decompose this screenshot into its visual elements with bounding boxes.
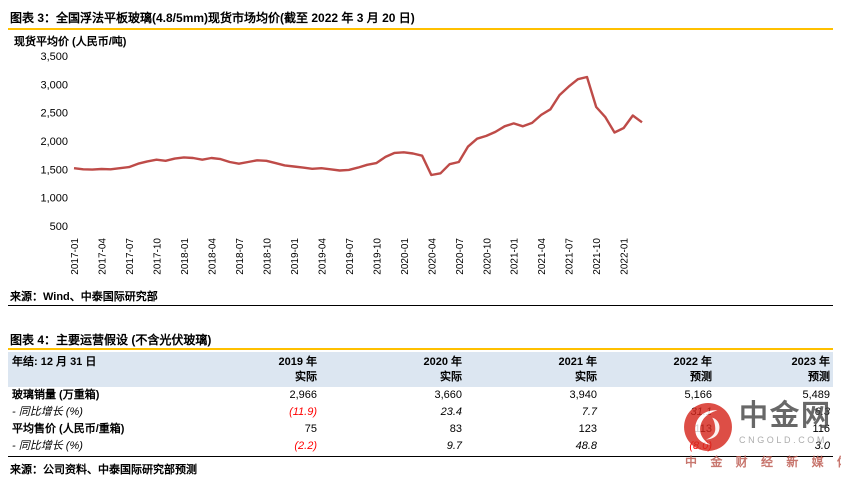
table-cell-value: 7.7 [581, 406, 597, 418]
table-header-yearend: 年结: 12 月 31 日 [12, 356, 97, 368]
divider-yellow-top [8, 28, 833, 30]
y-axis-tick-label: 1,000 [40, 193, 68, 205]
x-axis-tick-label: 2018-01 [180, 238, 191, 275]
x-axis-tick-label: 2017-04 [98, 238, 109, 275]
table-cell-value: 3.0 [814, 440, 830, 452]
table-cell-value: 48.8 [575, 440, 597, 452]
table-cell-value: 113 [694, 423, 712, 435]
x-axis-tick-label: 2019-10 [372, 238, 383, 275]
column-year: 2022 年 [673, 356, 712, 368]
table-cell-value: 75 [304, 423, 317, 435]
table-cell-value: 2,966 [289, 389, 317, 401]
y-axis-tick-label: 3,000 [40, 79, 68, 91]
spot-price-line-series [73, 75, 643, 177]
row-label: 平均售价 (人民币/重箱) [12, 423, 125, 435]
x-axis-tick-label: 2020-04 [427, 238, 438, 275]
table-cell-value: 23.4 [440, 406, 462, 418]
table-cell-value: 5,489 [802, 389, 830, 401]
table-header-row: 年结: 12 月 31 日 2019 年实际 2020 年实际 2021 年实际 202… [8, 352, 833, 387]
table-cell-value: 116 [812, 423, 830, 435]
row-label: - 同比增长 (%) [12, 440, 83, 452]
x-axis-tick-label: 2017-07 [125, 238, 136, 275]
column-year: 2019 年 [278, 356, 317, 368]
table-header-year-column: 2020 年实际 [320, 352, 465, 387]
x-axis-tick-label: 2017-01 [70, 238, 81, 275]
table-header-year-column: 2021 年实际 [465, 352, 600, 387]
row-label: - 同比增长 (%) [12, 406, 83, 418]
table-header-year-column: 2023 年预测 [715, 352, 833, 387]
table-cell-value: 31.1 [690, 406, 712, 418]
table-row: 玻璃销量 (万重箱) 2,966 3,660 3,940 5,166 5,489 [8, 387, 833, 404]
table-cell-value: 3,940 [569, 389, 597, 401]
column-type: 预测 [808, 371, 830, 383]
table-header-year-column: 2022 年预测 [600, 352, 715, 387]
table-row: 平均售价 (人民币/重箱) 75 83 123 113 116 [8, 421, 833, 438]
x-axis-tick-label: 2018-04 [207, 238, 218, 275]
divider-black-1 [8, 305, 833, 306]
x-axis-tick-label: 2021-07 [565, 238, 576, 275]
table-cell-value: 6.3 [814, 406, 830, 418]
figure4-title: 图表 4：主要运营假设 (不含光伏玻璃) [10, 333, 212, 347]
price-line-chart: 3,500 3,000 2,500 2,000 1,500 1,000 500 2017-01… [12, 46, 672, 288]
y-axis-tick-label: 2,500 [40, 108, 68, 120]
column-year: 2021 年 [558, 356, 597, 368]
column-type: 预测 [690, 371, 712, 383]
column-type: 实际 [575, 371, 597, 383]
y-axis-tick-label: 1,500 [40, 164, 68, 176]
table-row: - 同比增长 (%) (11.9) 23.4 7.7 31.1 6.3 [8, 404, 833, 421]
table-cell-value: (2.2) [294, 440, 317, 452]
figure3-title: 图表 3：全国浮法平板玻璃(4.8/5mm)现货市场均价(截至 2022 年 3… [10, 11, 415, 25]
y-axis-tick-label: 3,500 [40, 51, 68, 63]
x-axis-tick-label: 2019-04 [317, 238, 328, 275]
x-axis-tick-label: 2021-10 [592, 238, 603, 275]
x-axis-tick-label: 2017-10 [153, 238, 164, 275]
x-axis-tick-label: 2021-04 [537, 238, 548, 275]
x-axis-tick-label: 2022-01 [620, 238, 631, 275]
assumptions-table: 年结: 12 月 31 日 2019 年实际 2020 年实际 2021 年实际 202… [8, 352, 833, 455]
row-label: 玻璃销量 (万重箱) [12, 389, 100, 401]
x-axis-tick-label: 2018-10 [262, 238, 273, 275]
x-axis-tick-label: 2020-10 [482, 238, 493, 275]
y-axis-tick-label: 500 [50, 221, 68, 233]
x-axis-tick-label: 2021-01 [510, 238, 521, 275]
table-row: - 同比增长 (%) (2.2) 9.7 48.8 (8.0) 3.0 [8, 438, 833, 455]
table-cell-value: 123 [578, 423, 597, 435]
x-axis-tick-label: 2020-07 [455, 238, 466, 275]
x-axis-tick-label: 2020-01 [400, 238, 411, 275]
divider-black-2 [8, 456, 833, 457]
table-cell-value: 3,660 [434, 389, 462, 401]
table-cell-value: (11.9) [289, 406, 317, 418]
price-line-chart-svg: 3,500 3,000 2,500 2,000 1,500 1,000 5002017-01… [40, 51, 643, 275]
column-year: 2023 年 [791, 356, 830, 368]
x-axis-tick-label: 2018-07 [235, 238, 246, 275]
chart-y-axis-label: 现货平均价 (人民币/吨) [14, 36, 127, 48]
column-year: 2020 年 [423, 356, 462, 368]
table-cell-value: 83 [449, 423, 462, 435]
table-cell-value: (8.0) [689, 440, 712, 452]
x-axis-tick-label: 2019-07 [345, 238, 356, 275]
table-header-year-column: 2019 年实际 [190, 352, 320, 387]
table-cell-value: 5,166 [684, 389, 712, 401]
figure3-source: 来源：Wind、中泰国际研究部 [10, 291, 158, 303]
column-type: 实际 [440, 371, 462, 383]
figure4-source: 来源：公司资料、中泰国际研究部预测 [10, 464, 197, 476]
table-cell-value: 9.7 [446, 440, 462, 452]
divider-yellow-2 [8, 348, 833, 350]
x-axis-tick-label: 2019-01 [290, 238, 301, 275]
y-axis-tick-label: 2,000 [40, 136, 68, 148]
column-type: 实际 [295, 371, 317, 383]
